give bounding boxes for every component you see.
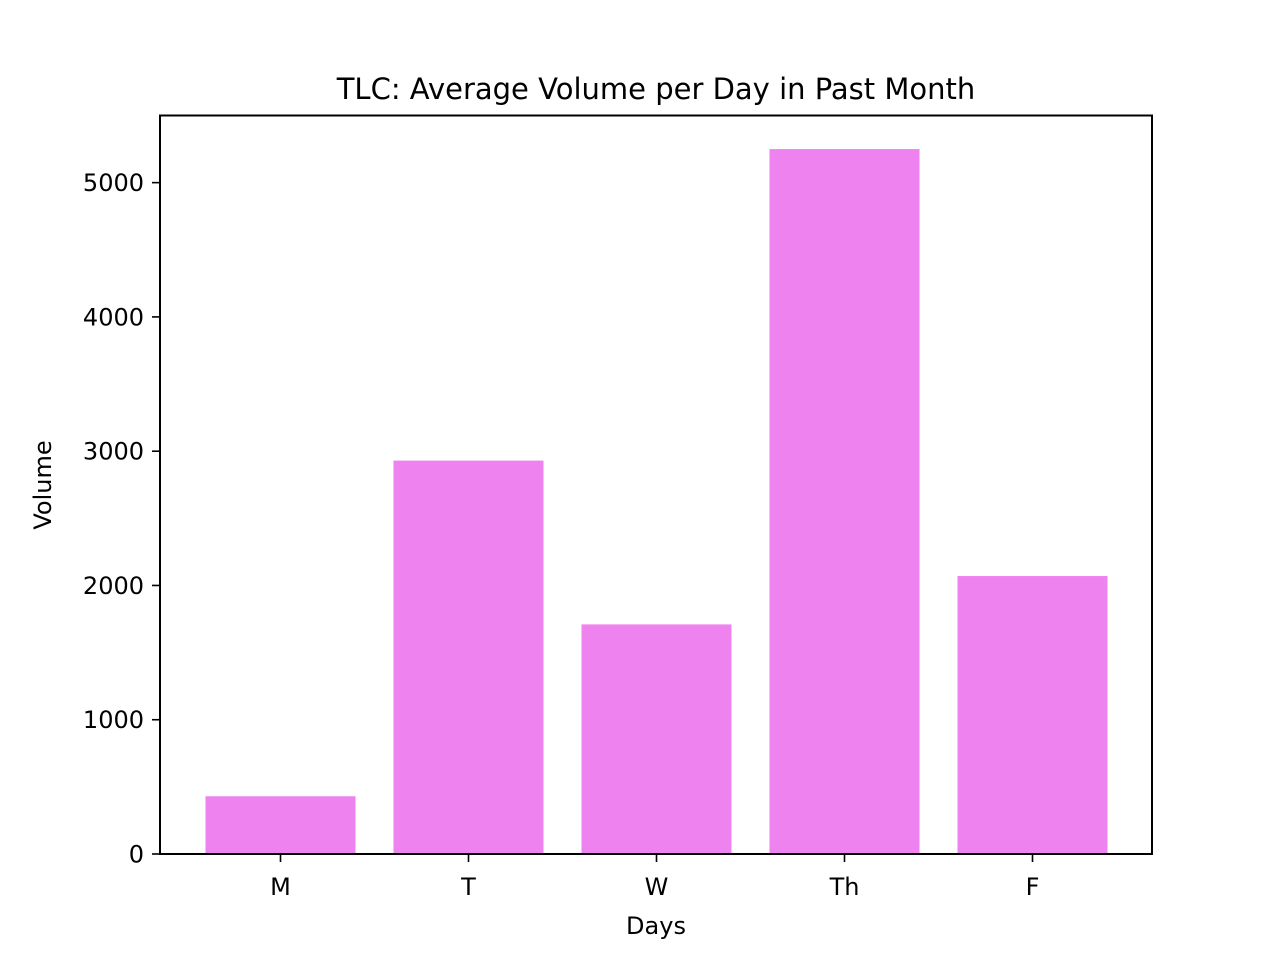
bars-group [205, 149, 1108, 854]
x-tick-label: F [1026, 873, 1040, 901]
bar-t [393, 460, 544, 854]
x-axis-label: Days [626, 912, 686, 940]
x-tick-label: W [645, 873, 669, 901]
y-axis: 0 1000 2000 3000 4000 5000 [83, 169, 160, 869]
y-tick-label: 4000 [83, 303, 144, 331]
x-tick-label: T [460, 873, 476, 901]
y-axis-label: Volume [29, 440, 57, 529]
chart-title: TLC: Average Volume per Day in Past Mont… [336, 72, 976, 106]
bar-w [581, 624, 732, 854]
y-tick-label: 3000 [83, 438, 144, 466]
x-axis: M T W Th F [270, 854, 1039, 901]
x-tick-label: Th [829, 873, 860, 901]
x-tick-label: M [270, 873, 291, 901]
y-tick-label: 2000 [83, 572, 144, 600]
bar-th [769, 149, 920, 854]
y-tick-label: 1000 [83, 706, 144, 734]
bar-f [957, 576, 1108, 854]
y-tick-label: 5000 [83, 169, 144, 197]
bar-m [205, 796, 356, 854]
y-tick-label: 0 [129, 841, 144, 869]
